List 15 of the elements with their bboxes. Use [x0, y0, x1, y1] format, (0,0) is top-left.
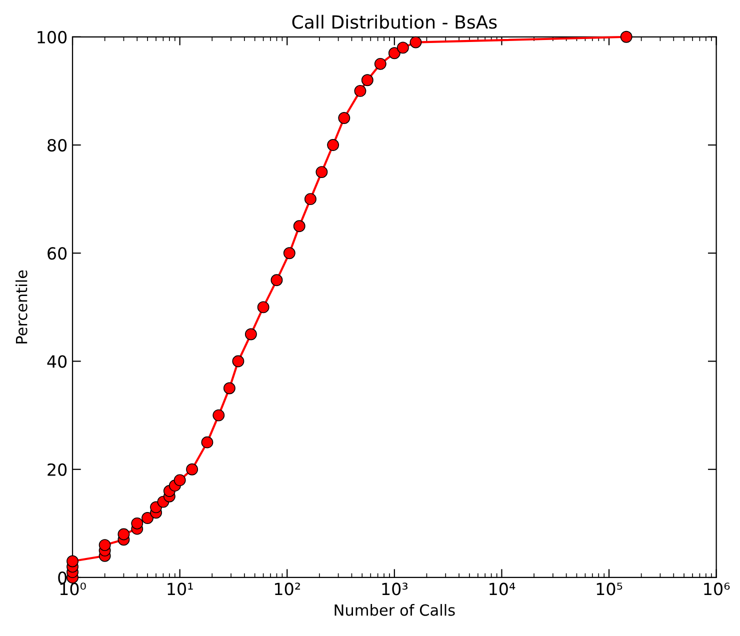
y-tick-label: 40: [47, 355, 67, 368]
chart-title: Call Distribution - BsAs: [292, 14, 497, 29]
x-tick-label: 10¹: [168, 582, 193, 596]
y-tick-label: 100: [38, 30, 67, 44]
x-tick-label: 10³: [382, 582, 408, 596]
y-tick-label: 20: [48, 463, 67, 476]
x-axis-title: Number of Calls: [334, 604, 455, 616]
y-axis-title: Percentile: [16, 270, 28, 344]
x-tick-label: 10⁰: [60, 582, 86, 596]
x-tick-label: 10⁴: [490, 582, 516, 596]
y-tick-label: 60: [48, 247, 67, 260]
x-tick-label: 10⁶: [704, 582, 730, 596]
y-tick-label: 80: [48, 138, 67, 152]
x-tick-label: 10⁵: [596, 582, 622, 596]
x-tick-label: 10²: [275, 582, 300, 596]
